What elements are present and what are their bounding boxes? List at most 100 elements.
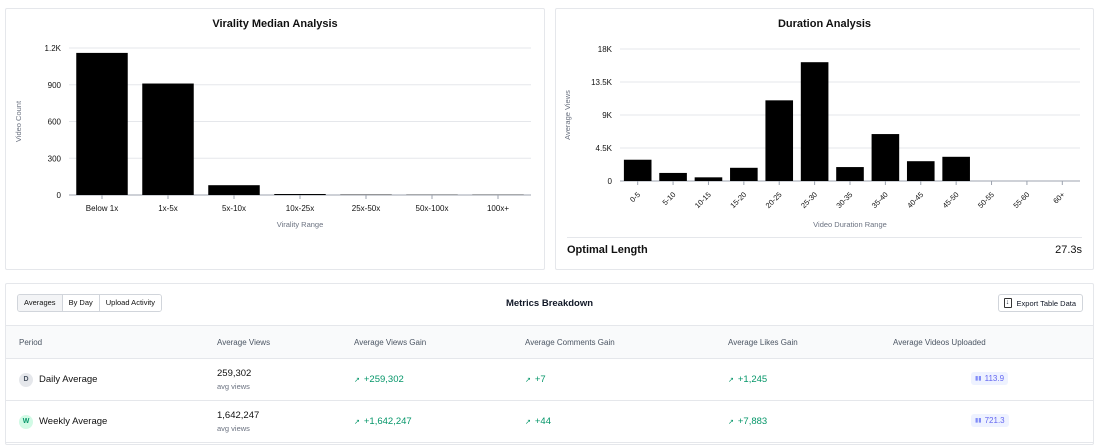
optimal-length-value: 27.3s (1055, 244, 1082, 256)
x-tick-label: 45-50 (941, 190, 961, 210)
bar (765, 100, 794, 181)
x-axis-label: Virality Range (277, 220, 324, 229)
x-tick-label: 10x-25x (286, 204, 314, 213)
likes-gain: ↗ +1,245 (728, 374, 767, 385)
x-tick-label: 55-60 (1011, 190, 1031, 210)
y-tick-label: 4.5K (596, 144, 613, 153)
col-period: Period (19, 338, 43, 347)
virality-chart-title: Virality Median Analysis (212, 18, 338, 30)
x-tick-label: 100x+ (487, 204, 509, 213)
table-row: D Daily Average 259,302 avg views ↗ +259,… (6, 359, 1093, 401)
virality-chart-card: Virality Median Analysis 0 300 600 900 1.2K B… (5, 8, 545, 270)
y-axis-label: Video Count (14, 100, 23, 142)
bar-chart-icon: ▮▮ (975, 418, 982, 424)
average-views-sub: avg views (217, 382, 250, 391)
metrics-table: Period Average Views Average Views Gain … (6, 325, 1093, 443)
comments-gain: ↗ +44 (525, 416, 551, 427)
duration-chart-card: Duration Analysis 0 4.5K 9K 13.5K 18K 0-5 5-10… (555, 8, 1094, 270)
avatar: D (19, 373, 33, 387)
likes-gain: ↗ +7,883 (728, 416, 767, 427)
x-tick-label: 10-15 (693, 190, 713, 210)
virality-bar-chart: 0 300 600 900 1.2K Below 1x 1x-5x 5x-10x 10x-25x… (14, 44, 531, 229)
videos-uploaded-value: 113.9 (984, 374, 1005, 383)
x-tick-label: 40-45 (905, 190, 925, 210)
bar (76, 52, 128, 196)
x-tick-label: 1x-5x (158, 204, 178, 213)
videos-uploaded-badge: ▮▮ 721.3 (971, 414, 1009, 427)
comments-gain-value: +44 (534, 416, 551, 427)
bar (800, 62, 829, 182)
x-tick-label: 35-40 (870, 190, 890, 210)
y-tick-label: 600 (48, 118, 62, 127)
table-row: W Weekly Average 1,642,247 avg views ↗ +1… (6, 401, 1093, 443)
x-tick-label: 15-20 (728, 190, 748, 210)
export-icon: ↓ (1003, 298, 1012, 308)
y-tick-label: 900 (48, 81, 62, 90)
tab-by-day[interactable]: By Day (62, 295, 100, 311)
views-gain-value: +259,302 (363, 374, 404, 385)
average-views: 1,642,247 (217, 410, 260, 421)
bar (274, 194, 326, 195)
bar (871, 134, 900, 181)
x-tick-label: 20-25 (764, 190, 784, 210)
metrics-breakdown-card: Averages By Day Upload Activity Metrics … (5, 283, 1094, 445)
bar (694, 177, 723, 181)
y-tick-label: 18K (598, 45, 613, 54)
bar (942, 156, 970, 181)
x-tick-label: 5x-10x (222, 204, 246, 213)
bar (142, 83, 194, 195)
views-gain: ↗ +1,642,247 (354, 416, 412, 427)
bar (623, 159, 652, 181)
trend-up-icon: ↗ (728, 376, 734, 384)
avatar: W (19, 415, 33, 429)
comments-gain-value: +7 (534, 374, 546, 385)
x-tick-label: 5-10 (661, 190, 678, 207)
export-table-button[interactable]: ↓ Export Table Data (997, 294, 1083, 312)
y-tick-label: 1.2K (45, 44, 62, 53)
y-tick-label: 0 (57, 191, 62, 200)
y-tick-label: 9K (602, 111, 612, 120)
comments-gain: ↗ +7 (525, 374, 546, 385)
average-views: 259,302 (217, 368, 252, 379)
bar (906, 161, 935, 181)
col-videos-uploaded: Average Videos Uploaded (893, 338, 986, 347)
average-views-sub: avg views (217, 424, 250, 433)
optimal-length-label: Optimal Length (567, 244, 648, 256)
x-axis-label: Video Duration Range (813, 220, 887, 229)
bar (730, 167, 758, 181)
bar-chart-icon: ▮▮ (975, 376, 982, 382)
tab-averages[interactable]: Averages (18, 295, 63, 311)
y-tick-label: 0 (608, 177, 613, 186)
y-tick-label: 13.5K (591, 78, 613, 87)
views-gain: ↗ +259,302 (354, 374, 404, 385)
y-tick-label: 300 (48, 154, 62, 163)
x-tick-label: 50-55 (976, 190, 996, 210)
duration-bar-chart: 0 4.5K 9K 13.5K 18K 0-5 5-10 10-15 15-20 20-25 25-… (563, 45, 1080, 229)
col-average-views: Average Views (217, 338, 271, 347)
metrics-title: Metrics Breakdown (505, 298, 594, 309)
bar (659, 172, 687, 181)
x-tick-label: 25-30 (799, 190, 819, 210)
duration-chart-title: Duration Analysis (777, 18, 872, 30)
x-tick-label: 30-35 (834, 190, 854, 210)
col-views-gain: Average Views Gain (354, 338, 427, 347)
bar (836, 167, 864, 181)
period-name: Weekly Average (39, 416, 108, 427)
videos-uploaded-badge: ▮▮ 113.9 (971, 372, 1009, 385)
tab-upload-activity[interactable]: Upload Activity (99, 295, 161, 311)
trend-up-icon: ↗ (354, 418, 360, 426)
col-comments-gain: Average Comments Gain (525, 338, 615, 347)
likes-gain-value: +1,245 (737, 374, 768, 385)
x-tick-label: Below 1x (86, 204, 118, 213)
trend-up-icon: ↗ (525, 418, 531, 426)
optimal-length-row: Optimal Length 27.3s (567, 237, 1082, 256)
views-gain-value: +1,642,247 (363, 416, 412, 427)
col-likes-gain: Average Likes Gain (728, 338, 798, 347)
trend-up-icon: ↗ (354, 376, 360, 384)
period-name: Daily Average (39, 374, 98, 385)
table-header: Period Average Views Average Views Gain … (6, 326, 1093, 359)
x-tick-label: 0-5 (628, 190, 642, 204)
trend-up-icon: ↗ (728, 418, 734, 426)
bar (208, 185, 260, 195)
trend-up-icon: ↗ (525, 376, 531, 384)
